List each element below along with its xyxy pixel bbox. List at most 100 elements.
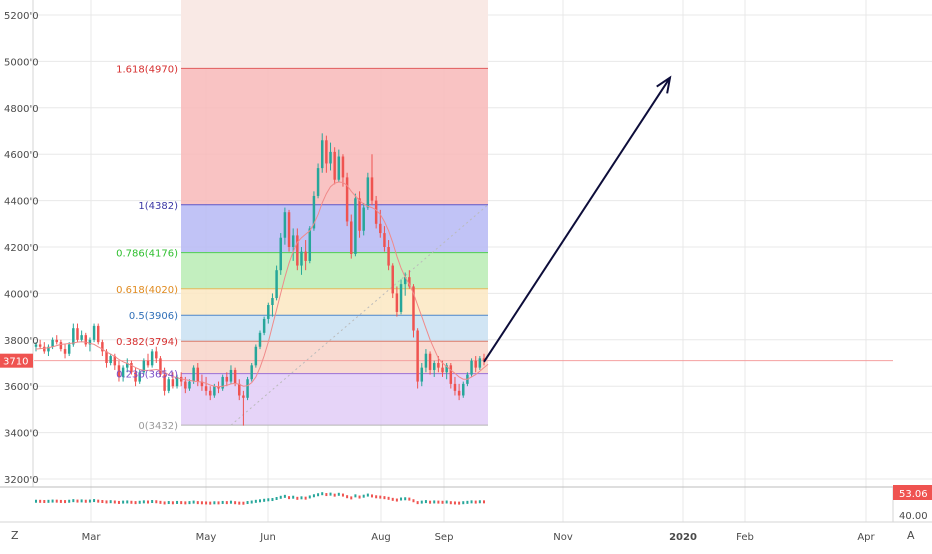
candle-body	[358, 198, 361, 231]
indicator-pane[interactable]	[35, 492, 485, 505]
indicator-bar	[147, 500, 149, 504]
indicator-bar	[441, 500, 444, 504]
indicator-bar	[117, 500, 120, 504]
candle-body	[238, 383, 241, 396]
time-axis[interactable]: Mar May Jun Aug Sep Nov 2020 Feb Apr	[82, 532, 876, 543]
indicator-bar	[271, 498, 274, 502]
candle-body	[208, 390, 212, 396]
candle-body	[55, 339, 58, 343]
last-price-label-text: 3710	[3, 357, 28, 368]
zoom-button[interactable]: Z	[11, 529, 19, 542]
indicator-bar	[122, 500, 125, 504]
indicator-bar	[470, 500, 473, 504]
candle-body	[88, 339, 92, 345]
fib-level-label: 0.382(3794)	[116, 337, 178, 348]
indicator-bar	[234, 501, 237, 505]
candle-body	[300, 251, 303, 266]
indicator-bar	[159, 500, 162, 504]
candle-body	[167, 379, 170, 391]
indicator-bar	[105, 500, 108, 504]
candle-body	[229, 369, 233, 382]
candle-body	[478, 358, 482, 368]
indicator-bar	[155, 500, 158, 504]
candle-body	[341, 156, 345, 178]
candle-body	[275, 270, 278, 299]
indicator-bar	[267, 498, 270, 502]
candle-body	[482, 358, 486, 361]
candle-body	[246, 379, 249, 398]
indicator-bar	[126, 500, 129, 504]
candle-body	[304, 251, 307, 261]
candle-body	[325, 140, 328, 164]
indicator-bar	[292, 495, 295, 499]
indicator-bar	[379, 495, 382, 499]
candle-body	[283, 212, 287, 238]
indicator-bar	[329, 492, 332, 496]
indicator-bar	[134, 501, 137, 505]
indicator-bar	[138, 500, 141, 504]
indicator-bar	[325, 493, 328, 497]
indicator-bar	[429, 500, 432, 504]
candle-body	[312, 195, 316, 229]
candle-body	[47, 346, 50, 352]
candle-body	[146, 360, 150, 366]
candle-body	[72, 328, 75, 345]
indicator-bar	[47, 499, 50, 503]
indicator-bar	[97, 499, 100, 503]
indicator-bar	[416, 501, 419, 505]
indicator-bar	[80, 499, 83, 503]
candle-body	[34, 344, 38, 347]
candle-body	[126, 363, 129, 368]
candle-body	[96, 325, 100, 343]
candle-body	[113, 356, 117, 366]
price-axis[interactable]: 5200'0 5000'0 4800'0 4600'0 4400'0 4200'0 4000…	[4, 11, 39, 486]
candle-body	[383, 233, 386, 247]
time-tick-label: Feb	[736, 532, 754, 543]
indicator-bar	[333, 493, 336, 497]
candle-body	[462, 383, 465, 396]
indicator-bar	[304, 496, 307, 500]
price-tick-label: 3800'0	[4, 336, 39, 347]
indicator-bar	[59, 499, 62, 503]
indicator-bar	[371, 494, 373, 498]
candle-body	[296, 235, 299, 266]
candle-body	[59, 342, 63, 350]
indicator-bar	[205, 501, 208, 505]
auto-scale-button[interactable]: A	[907, 529, 915, 542]
time-tick-label: May	[196, 532, 217, 543]
indicator-bar	[151, 500, 154, 503]
indicator-bar	[101, 500, 104, 503]
time-tick-label: 2020	[669, 532, 697, 543]
candle-body	[432, 363, 436, 370]
candle-body	[416, 330, 419, 382]
candle-body	[412, 286, 415, 331]
fibonacci-level-labels: 1.618(4970) 1(4382) 0.786(4176) 0.618(4020)…	[116, 64, 178, 432]
candle-body	[337, 156, 341, 180]
time-tick-label: Nov	[553, 532, 573, 543]
candle-body	[329, 151, 332, 164]
indicator-bar	[433, 500, 436, 504]
candle-body	[221, 376, 224, 389]
candle-body	[441, 367, 444, 373]
projection-arrow[interactable]	[483, 75, 672, 363]
price-tick-label: 5200'0	[4, 11, 39, 22]
candle-body	[225, 376, 229, 382]
indicator-bar	[337, 492, 340, 496]
indicator-bar	[445, 500, 448, 504]
indicator-bar	[474, 500, 477, 504]
fib-level-label: 0.236(3654)	[116, 370, 178, 381]
indicator-bar	[387, 496, 390, 500]
candle-body	[457, 390, 461, 396]
fibonacci-retracement[interactable]	[181, 0, 489, 426]
indicator-bar	[346, 495, 349, 499]
indicator-bar	[366, 493, 369, 497]
indicator-bar	[64, 500, 67, 504]
indicator-bar	[375, 495, 378, 499]
indicator-bar	[317, 493, 320, 497]
fib-level-label: 0.5(3906)	[129, 311, 178, 322]
candle-body	[395, 293, 399, 312]
indicator-bar	[184, 501, 187, 505]
candle-body	[333, 151, 336, 180]
time-tick-label: Mar	[82, 532, 102, 543]
